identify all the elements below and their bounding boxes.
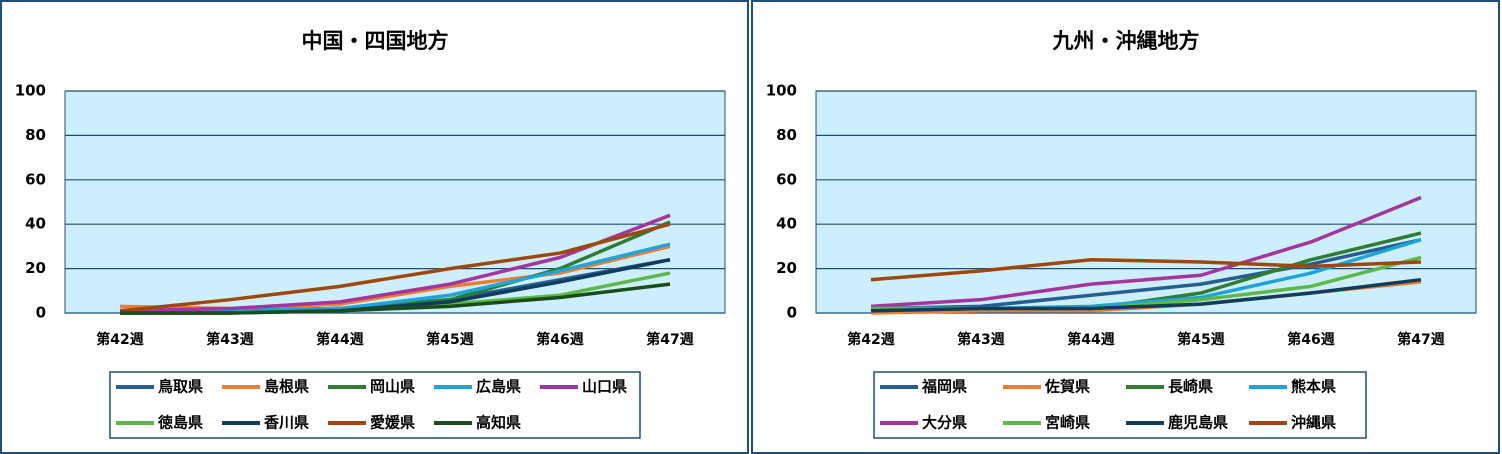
legend-label: 香川県 bbox=[264, 414, 309, 432]
legend-label: 鳥取県 bbox=[158, 378, 203, 396]
legend-label: 高知県 bbox=[476, 414, 521, 432]
series-line bbox=[119, 213, 671, 313]
y-tick-label: 20 bbox=[25, 259, 46, 277]
x-tick-label: 第46週 bbox=[1287, 331, 1334, 348]
y-tick-label: 0 bbox=[787, 304, 797, 322]
x-tick-label: 第43週 bbox=[957, 331, 1004, 348]
legend-label: 島根県 bbox=[264, 378, 309, 396]
series-line bbox=[870, 257, 1422, 282]
legend-box bbox=[109, 371, 641, 439]
y-tick-label: 60 bbox=[776, 170, 797, 188]
chart-title: 九州・沖縄地方 bbox=[1052, 29, 1200, 53]
x-tick-label: 第44週 bbox=[1067, 331, 1114, 348]
legend-label: 山口県 bbox=[582, 378, 627, 396]
legend-label: 大分県 bbox=[922, 414, 967, 432]
series-line bbox=[119, 222, 671, 313]
y-tick-label: 20 bbox=[776, 259, 797, 277]
y-tick-label: 100 bbox=[15, 82, 46, 100]
x-tick-label: 第46週 bbox=[536, 331, 583, 348]
x-tick-label: 第47週 bbox=[1397, 331, 1444, 348]
y-tick-label: 0 bbox=[36, 304, 46, 322]
series-line bbox=[870, 277, 1422, 313]
legend-label: 徳島県 bbox=[157, 414, 203, 432]
y-tick-label: 100 bbox=[766, 82, 797, 100]
legend-label: 福岡県 bbox=[921, 378, 967, 396]
legend-label: 岡山県 bbox=[370, 378, 415, 396]
series-line bbox=[870, 238, 1422, 311]
x-tick-label: 第44週 bbox=[316, 331, 363, 348]
y-tick-label: 60 bbox=[25, 170, 46, 188]
legend-label: 宮崎県 bbox=[1045, 414, 1090, 432]
legend-label: 熊本県 bbox=[1291, 378, 1336, 396]
chart-title: 中国・四国地方 bbox=[302, 29, 449, 53]
legend-label: 佐賀県 bbox=[1044, 378, 1090, 396]
x-tick-label: 第42週 bbox=[96, 331, 143, 348]
x-tick-label: 第42週 bbox=[847, 331, 894, 348]
x-tick-label: 第43週 bbox=[206, 331, 253, 348]
legend-label: 広島県 bbox=[476, 378, 521, 396]
y-tick-label: 80 bbox=[25, 126, 46, 144]
legend-label: 長崎県 bbox=[1168, 378, 1213, 396]
y-tick-label: 40 bbox=[776, 215, 797, 233]
y-tick-label: 40 bbox=[25, 215, 46, 233]
x-tick-label: 第45週 bbox=[1177, 331, 1224, 348]
legend-label: 鹿児島県 bbox=[1168, 414, 1228, 432]
plot-area bbox=[64, 90, 726, 314]
series-line bbox=[120, 282, 671, 315]
series-line bbox=[120, 242, 671, 313]
x-tick-label: 第47週 bbox=[646, 331, 693, 348]
legend-label: 沖縄県 bbox=[1291, 414, 1336, 432]
series-line bbox=[870, 195, 1422, 309]
y-tick-label: 80 bbox=[776, 126, 797, 144]
legend-box bbox=[873, 371, 1367, 439]
x-tick-label: 第45週 bbox=[426, 331, 473, 348]
legend-label: 愛媛県 bbox=[370, 414, 415, 432]
